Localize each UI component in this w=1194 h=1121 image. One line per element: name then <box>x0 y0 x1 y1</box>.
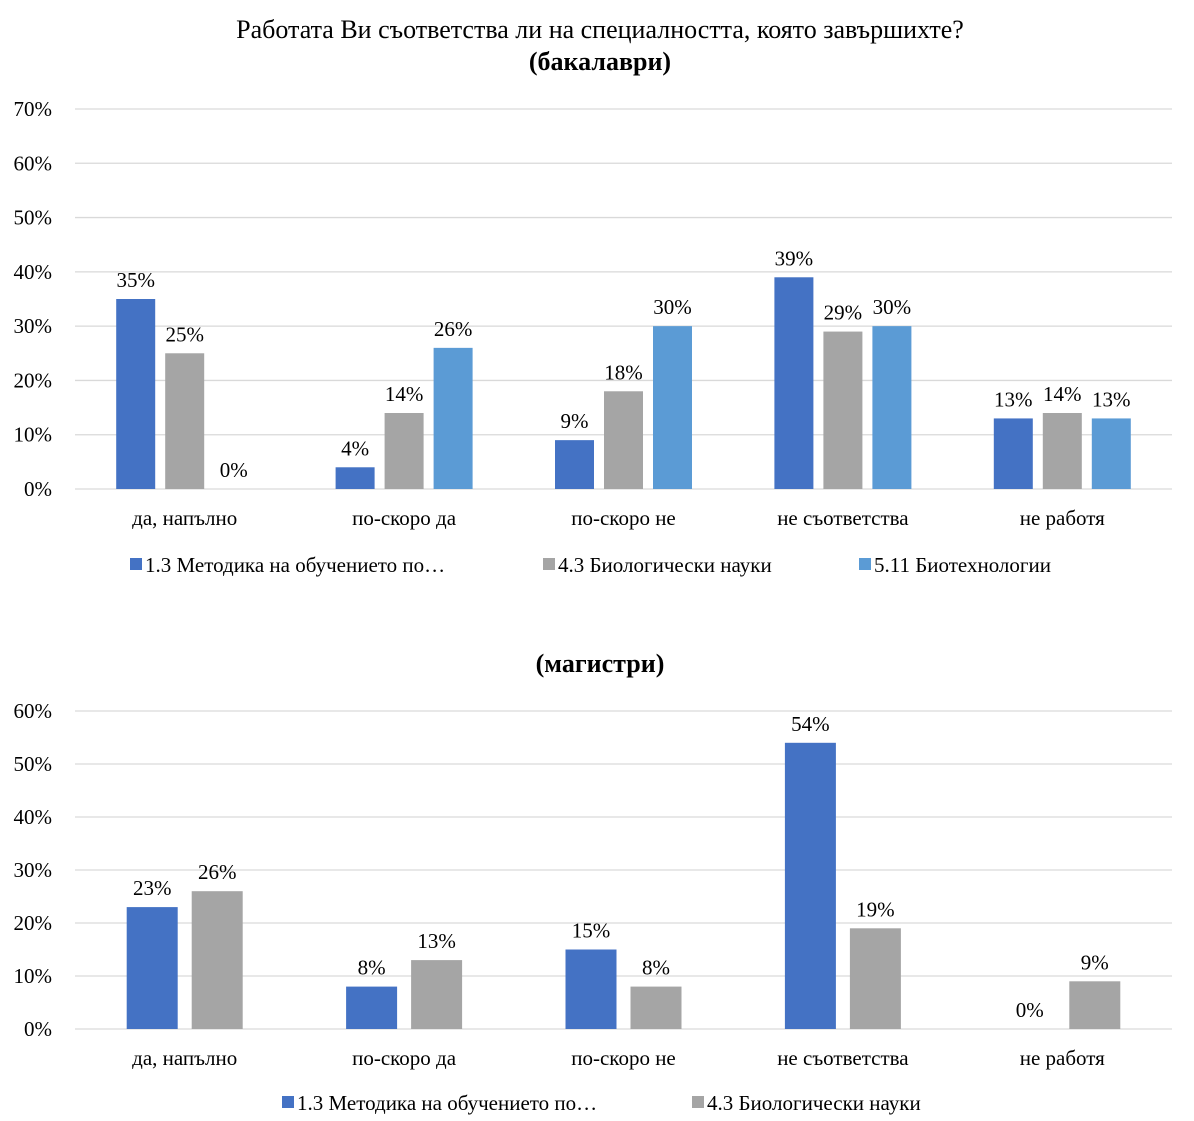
bar <box>774 277 814 489</box>
legend-swatch <box>859 558 871 570</box>
data-label: 18% <box>604 360 643 384</box>
legend-swatch <box>692 1096 704 1108</box>
chart-subtitle: (бакалаври) <box>529 47 671 76</box>
bar <box>784 742 836 1029</box>
data-label: 29% <box>824 301 863 325</box>
y-tick-label: 50% <box>14 206 53 230</box>
y-tick-label: 0% <box>24 477 52 501</box>
data-label: 13% <box>417 929 456 953</box>
bar <box>1091 418 1131 489</box>
y-tick-label: 40% <box>14 260 53 284</box>
data-label: 13% <box>1092 387 1131 411</box>
data-label: 15% <box>572 919 611 943</box>
bar <box>411 960 463 1029</box>
data-label: 9% <box>561 409 589 433</box>
data-label: 26% <box>198 860 237 884</box>
bar <box>555 440 594 489</box>
data-label: 30% <box>653 295 692 319</box>
data-label: 26% <box>434 317 473 341</box>
x-category-label: по-скоро не <box>571 1046 676 1070</box>
data-label: 19% <box>856 897 895 921</box>
data-label: 54% <box>791 712 830 736</box>
x-category-label: не работя <box>1020 1046 1105 1070</box>
x-category-label: по-скоро да <box>352 506 457 530</box>
bar <box>630 986 682 1029</box>
data-label: 4% <box>341 436 369 460</box>
chart-title: Работата Ви съответства ли на специалнос… <box>236 15 964 44</box>
legend-swatch <box>543 558 555 570</box>
bar <box>872 326 912 489</box>
y-tick-label: 20% <box>14 368 53 392</box>
bar <box>604 391 643 489</box>
y-tick-label: 60% <box>14 699 53 723</box>
y-tick-label: 70% <box>14 97 53 121</box>
y-tick-label: 10% <box>14 964 53 988</box>
y-tick-label: 50% <box>14 752 53 776</box>
legend-label: 4.3 Биологически науки <box>707 1091 921 1115</box>
data-label: 8% <box>642 956 670 980</box>
x-category-label: по-скоро да <box>352 1046 457 1070</box>
bar <box>433 347 473 489</box>
data-label: 35% <box>116 268 155 292</box>
bar <box>191 891 243 1029</box>
bar <box>823 331 863 489</box>
data-label: 13% <box>994 387 1033 411</box>
y-tick-label: 30% <box>14 314 53 338</box>
bar <box>116 299 156 489</box>
bar <box>849 928 901 1029</box>
data-label: 0% <box>1016 998 1044 1022</box>
x-category-label: да, напълно <box>132 506 237 530</box>
y-tick-label: 40% <box>14 805 53 829</box>
x-category-label: не съответства <box>777 1046 909 1070</box>
y-tick-label: 10% <box>14 423 53 447</box>
x-category-label: да, напълно <box>132 1046 237 1070</box>
y-tick-label: 30% <box>14 858 53 882</box>
y-tick-label: 20% <box>14 911 53 935</box>
bar <box>1042 413 1082 489</box>
data-label: 9% <box>1081 950 1109 974</box>
bar <box>346 986 398 1029</box>
x-category-label: по-скоро не <box>571 506 676 530</box>
bar <box>565 949 617 1029</box>
bar <box>335 467 375 489</box>
bar <box>993 418 1033 489</box>
data-label: 23% <box>133 876 172 900</box>
legend-label: 1.3 Методика на обучението по… <box>145 553 445 577</box>
legend-label: 4.3 Биологически науки <box>558 553 772 577</box>
bar <box>653 326 692 489</box>
data-label: 30% <box>873 295 912 319</box>
bar <box>126 907 178 1029</box>
bar <box>1069 981 1121 1029</box>
data-label: 14% <box>385 382 424 406</box>
bar <box>384 413 424 489</box>
data-label: 8% <box>358 956 386 980</box>
bar <box>165 353 205 489</box>
chart-subtitle: (магистри) <box>536 649 665 678</box>
legend-label: 1.3 Методика на обучението по… <box>297 1091 597 1115</box>
legend-label: 5.11 Биотехнологии <box>874 553 1051 577</box>
x-category-label: не съответства <box>777 506 909 530</box>
data-label: 0% <box>220 458 248 482</box>
legend-swatch <box>282 1096 294 1108</box>
y-tick-label: 60% <box>14 151 53 175</box>
data-label: 39% <box>775 246 814 270</box>
legend-swatch <box>130 558 142 570</box>
x-category-label: не работя <box>1020 506 1105 530</box>
data-label: 14% <box>1043 382 1082 406</box>
y-tick-label: 0% <box>24 1017 52 1041</box>
data-label: 25% <box>165 322 204 346</box>
